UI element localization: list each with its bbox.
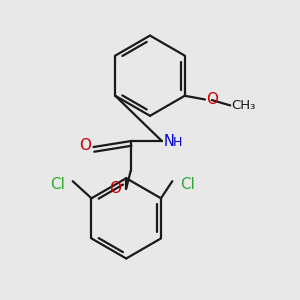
Text: O: O (206, 92, 218, 107)
Text: Cl: Cl (180, 177, 195, 192)
Text: O: O (109, 181, 121, 196)
Text: CH₃: CH₃ (232, 99, 256, 112)
Text: Cl: Cl (50, 177, 65, 192)
Text: O: O (79, 138, 91, 153)
Text: N: N (164, 134, 174, 148)
Text: H: H (173, 136, 183, 149)
